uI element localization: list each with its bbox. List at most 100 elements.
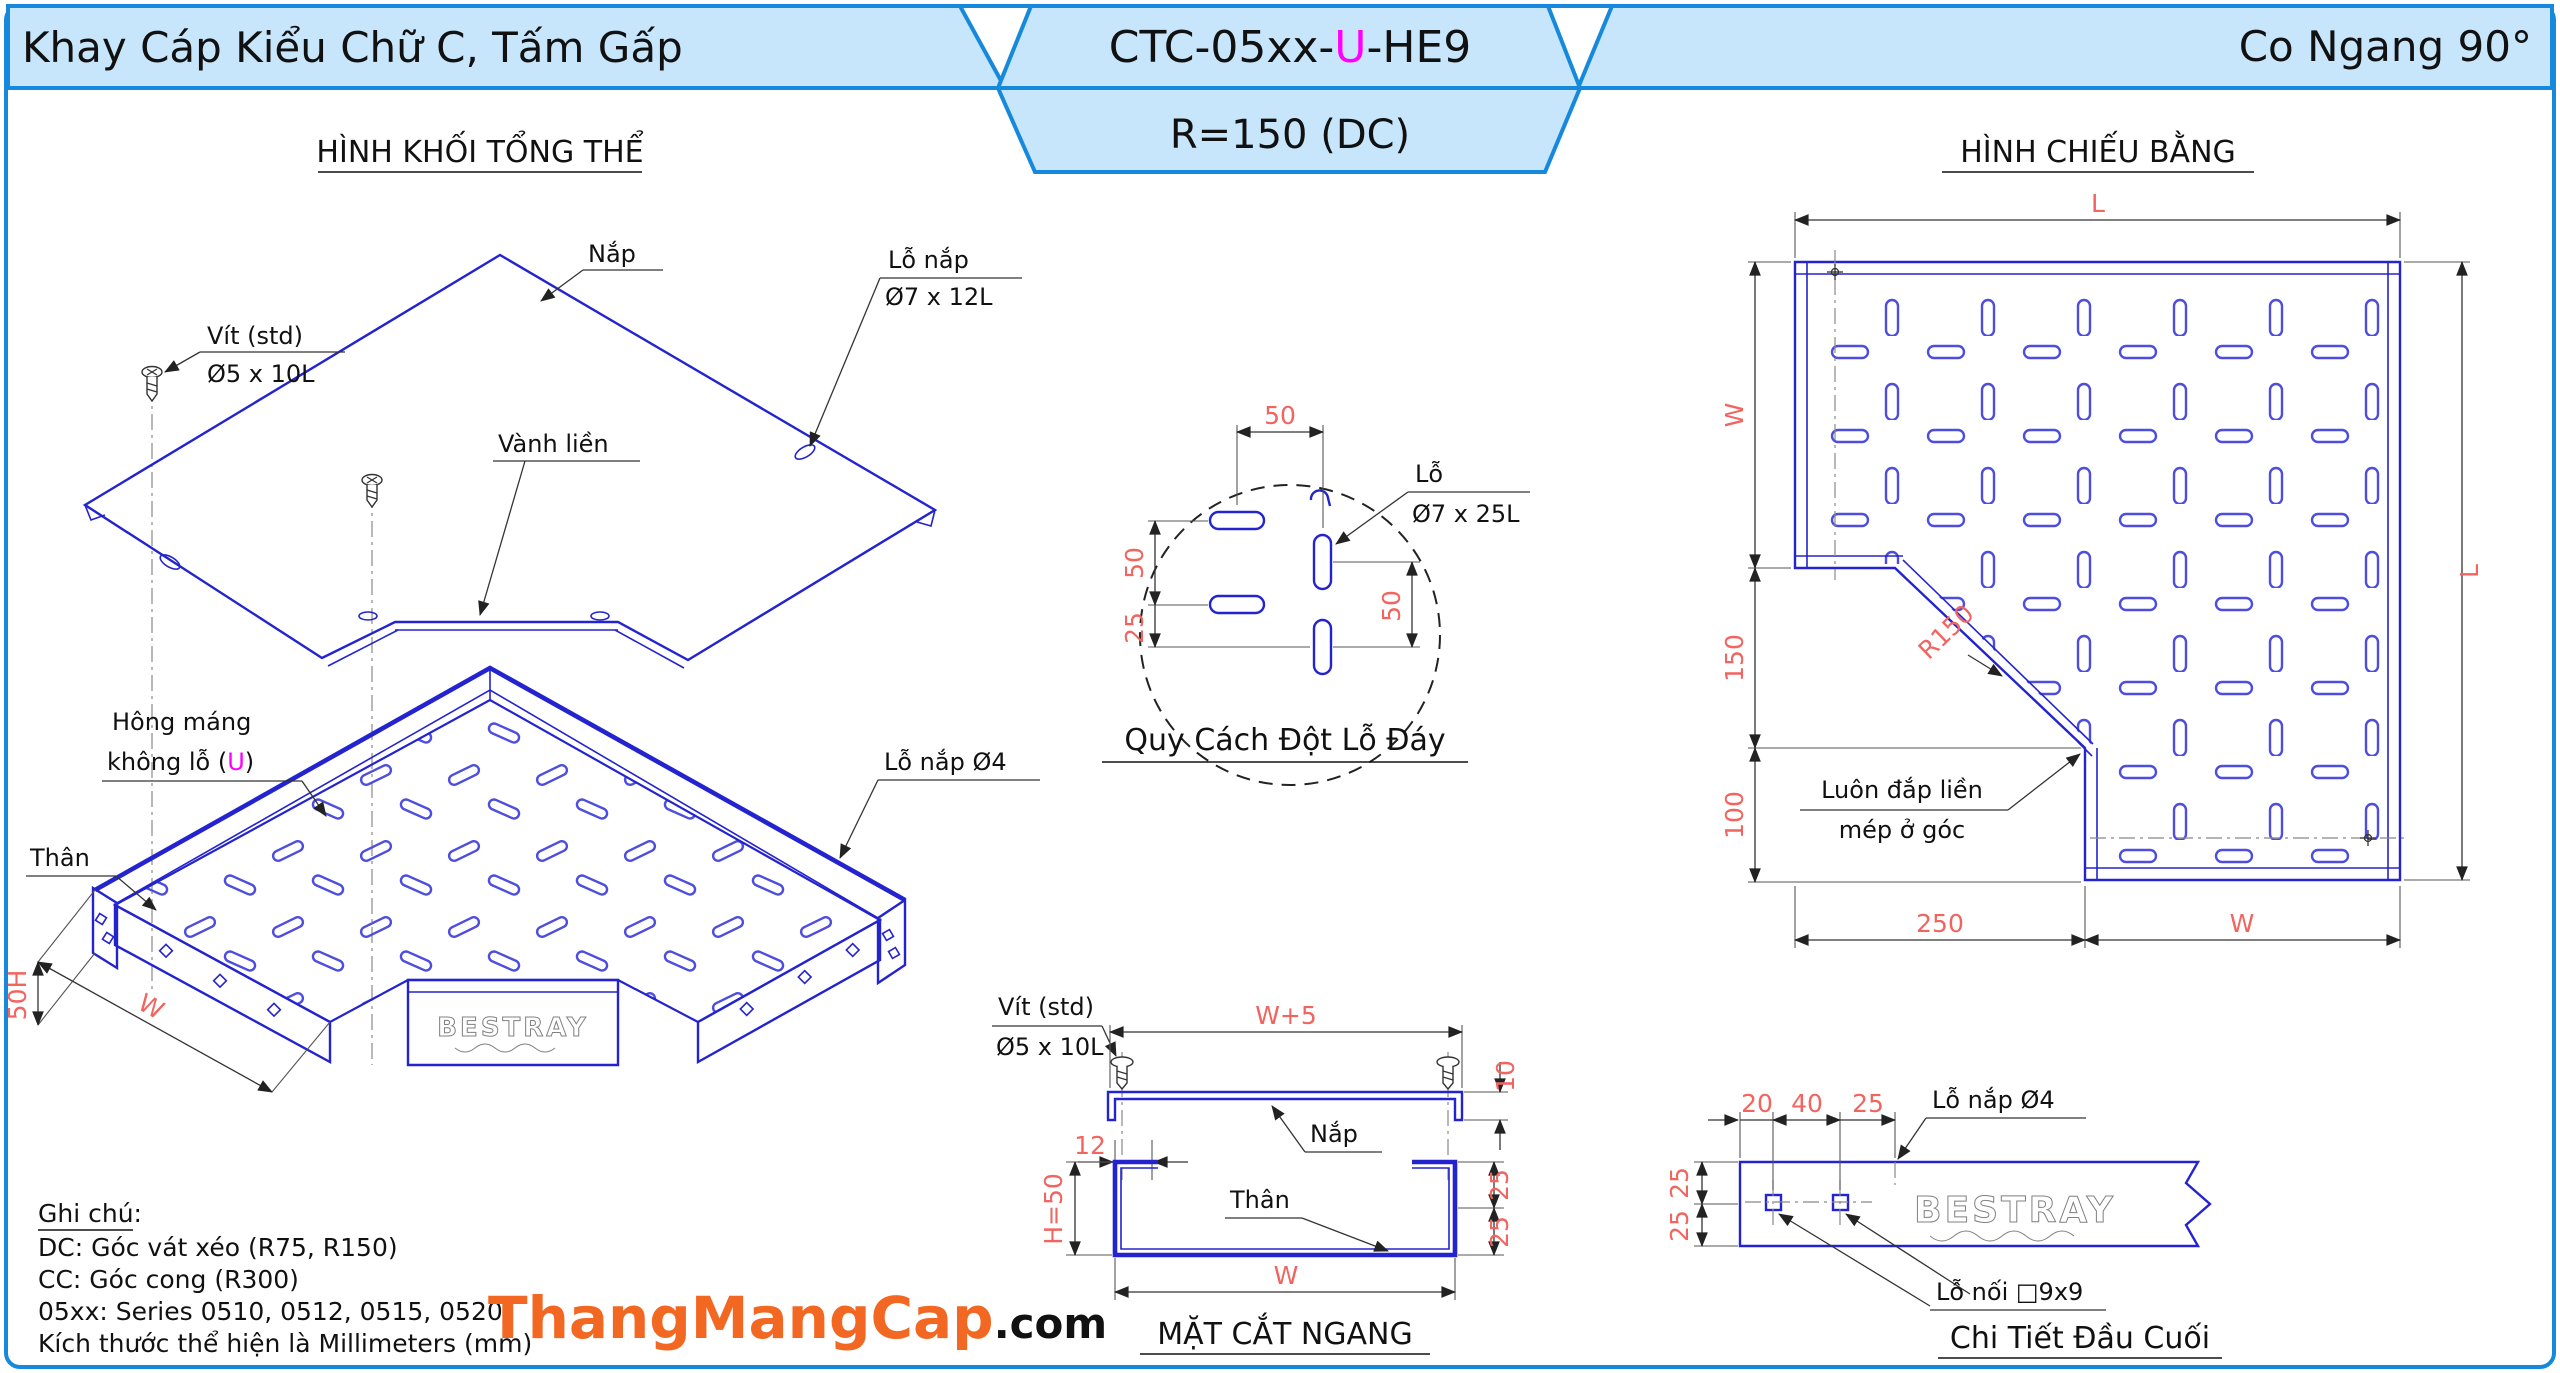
- dim-w-left: W: [1720, 403, 1749, 428]
- punch-dims: 50 50 25 50: [1120, 401, 1420, 649]
- sheet-title-left: Khay Cáp Kiểu Chữ C, Tấm Gấp: [22, 23, 683, 72]
- site-logo-tld: .com: [994, 1299, 1107, 1348]
- end-detail: 20 40 25 Lỗ nắp Ø4 25 25 BESTRAY Lỗ nối …: [1665, 1085, 2222, 1359]
- label-hong-mang-2: không lỗ (U): [107, 747, 254, 776]
- cover-hole: [794, 444, 816, 460]
- end-bar: [1738, 1160, 2212, 1248]
- dim-25b: 25: [1485, 1216, 1514, 1248]
- label-lo-nap4: Lỗ nắp Ø4: [1932, 1085, 2055, 1114]
- section-dim-w: W: [1113, 1258, 1457, 1300]
- section-dim-12: 12: [1074, 1131, 1188, 1180]
- dim-20: 20: [1741, 1089, 1773, 1118]
- dim-h50: H=50: [1039, 1173, 1068, 1245]
- end-dims-top: 20 40 25: [1708, 1089, 1897, 1190]
- punch-detail: 50 50 25 50 Lỗ Ø7 x 25L Quy Cách Đột Lỗ …: [1102, 401, 1530, 786]
- dim-w: W: [133, 988, 169, 1025]
- note-line: CC: Góc cong (R300): [38, 1265, 299, 1294]
- section-view: Vít (std) Ø5 x 10L W+5: [992, 993, 1520, 1355]
- dim-25-left: 25: [1120, 612, 1149, 644]
- end-brand: BESTRAY: [1914, 1190, 2116, 1242]
- position-cross: [2360, 830, 2376, 846]
- header: Khay Cáp Kiểu Chữ C, Tấm Gấp CTC-05xx-U-…: [6, 3, 2554, 174]
- label-lo-noi: Lỗ nối □9x9: [1936, 1277, 2083, 1306]
- dim-10: 10: [1491, 1060, 1520, 1092]
- section-labels-vit: Vít (std) Ø5 x 10L: [992, 993, 1117, 1061]
- cover-hole: [159, 554, 181, 570]
- label-lo-nap: Lỗ nắp: [888, 245, 969, 274]
- part-radius: R=150 (DC): [1170, 112, 1410, 158]
- punch-labels: Lỗ Ø7 x 25L: [1335, 459, 1530, 545]
- plan-outline: [1793, 260, 2402, 882]
- dim-100: 100: [1720, 791, 1749, 839]
- tray-end-wall: [876, 897, 907, 986]
- dim-w5: W+5: [1255, 1001, 1317, 1030]
- note-line: Kích thước thể hiện là Millimeters (mm): [38, 1329, 532, 1358]
- label-nap: Nắp: [1310, 1119, 1358, 1148]
- punch-title: Quy Cách Đột Lỗ Đáy: [1124, 723, 1445, 758]
- position-cross: [1827, 264, 1843, 280]
- note-line: 05xx: Series 0510, 0512, 0515, 0520: [38, 1297, 503, 1326]
- dim-l-top: L: [2091, 189, 2105, 218]
- label-than: Thân: [29, 844, 90, 872]
- plan-view: HÌNH CHIẾU BẰNG L W: [1720, 130, 2484, 948]
- label-hong-mang: Hông máng: [112, 708, 251, 736]
- tray-end-wall: [91, 885, 119, 971]
- dim-25: 25: [1852, 1089, 1884, 1118]
- notes: Ghi chú: DC: Góc vát xéo (R75, R150) CC:…: [38, 1199, 532, 1358]
- brand-text: BESTRAY: [437, 1013, 589, 1043]
- label-vanh-lien: Vành liền: [498, 430, 609, 458]
- label-vit-size: Ø5 x 10L: [207, 360, 315, 388]
- section-label-than: Thân: [1225, 1186, 1389, 1252]
- brand-plate: BESTRAY: [406, 978, 620, 1067]
- label-vit-size: Ø5 x 10L: [996, 1033, 1104, 1061]
- dim-250: 250: [1916, 909, 1964, 938]
- end-label-lo-noi: Lỗ nối □9x9: [1778, 1213, 2106, 1311]
- note-line1: Luôn đắp liền: [1821, 775, 1983, 804]
- tray-floor: [112, 698, 883, 1024]
- label-lo-nap-size: Ø7 x 12L: [885, 283, 993, 311]
- dim-12: 12: [1074, 1131, 1106, 1160]
- section-label-nap: Nắp: [1271, 1105, 1382, 1153]
- plan-perforation: [1807, 276, 2386, 866]
- site-logo: ThangMangCap.com: [488, 1284, 1107, 1352]
- label-than: Thân: [1229, 1186, 1290, 1214]
- plan-title: HÌNH CHIẾU BẰNG: [1960, 130, 2236, 170]
- brand-text: BESTRAY: [1914, 1190, 2116, 1231]
- section-channel: [1112, 1159, 1458, 1258]
- header-right-block: [1575, 4, 2554, 90]
- label-lo-size: Ø7 x 25L: [1412, 500, 1520, 528]
- section-dims-right: 25 25: [1458, 1160, 1514, 1257]
- part-code: CTC-05xx-U-HE9: [1109, 22, 1472, 73]
- cover-hole: [358, 611, 378, 621]
- label-nap: Nắp: [588, 239, 636, 268]
- label-lo: Lỗ: [1415, 459, 1443, 488]
- iso-title: HÌNH KHỐI TỔNG THỂ: [316, 129, 643, 170]
- screw-icon: [1110, 1056, 1134, 1091]
- dim-25a: 25: [1485, 1169, 1514, 1201]
- label-lo-nap4: Lỗ nắp Ø4: [884, 747, 1007, 776]
- dim-w: W: [1274, 1261, 1299, 1290]
- dim-50h: 50H: [3, 970, 32, 1021]
- header-subcode-block: [994, 86, 1583, 174]
- end-title: Chi Tiết Đầu Cuối: [1950, 1321, 2210, 1356]
- note-line2: mép ở góc: [1839, 816, 1965, 844]
- dim-50-left: 50: [1120, 547, 1149, 579]
- dim-150: 150: [1720, 634, 1749, 682]
- label-vit: Vít (std): [207, 322, 303, 350]
- iso-labels: Vít (std) Ø5 x 10L Nắp Lỗ nắp Ø7 x 12L V…: [26, 239, 1040, 911]
- end-dims-left: 25 25: [1665, 1160, 1738, 1248]
- dim-25-left-b: 25: [1665, 1210, 1694, 1242]
- dim-l-right: L: [2455, 564, 2484, 578]
- dim-50-right: 50: [1377, 590, 1406, 622]
- punch-slots: [1208, 489, 1333, 676]
- label-vit: Vít (std): [998, 993, 1094, 1021]
- iso-view: HÌNH KHỐI TỔNG THỂ: [3, 129, 1040, 1093]
- dim-50-top: 50: [1264, 401, 1296, 430]
- site-logo-brand: ThangMangCap: [488, 1284, 994, 1352]
- cover-drawing: [82, 253, 938, 669]
- sheet-title-right: Co Ngang 90°: [2239, 22, 2532, 71]
- notes-heading: Ghi chú:: [38, 1199, 142, 1228]
- detail-circle: [1139, 484, 1441, 786]
